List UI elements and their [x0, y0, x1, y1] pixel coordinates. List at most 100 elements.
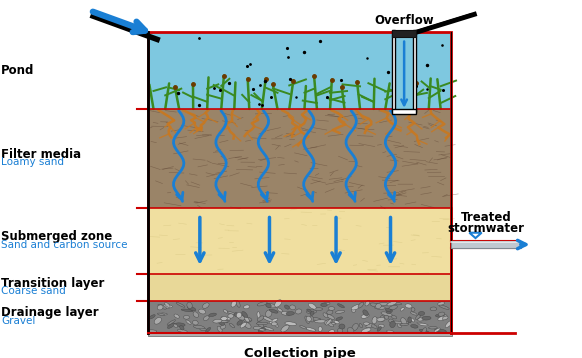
Ellipse shape: [377, 318, 385, 321]
Ellipse shape: [256, 322, 268, 325]
Ellipse shape: [398, 324, 402, 328]
Ellipse shape: [305, 316, 309, 324]
Text: Pond: Pond: [1, 64, 34, 77]
Ellipse shape: [165, 303, 170, 308]
Ellipse shape: [198, 309, 205, 314]
Ellipse shape: [240, 323, 246, 328]
Ellipse shape: [229, 323, 235, 328]
Text: Transition layer: Transition layer: [1, 277, 105, 290]
Bar: [392, 30, 416, 37]
Ellipse shape: [307, 310, 317, 314]
Ellipse shape: [402, 321, 409, 324]
Ellipse shape: [265, 310, 272, 317]
Ellipse shape: [328, 307, 335, 310]
Bar: [413, 30, 416, 112]
Ellipse shape: [227, 311, 235, 314]
Ellipse shape: [385, 308, 391, 311]
Ellipse shape: [285, 322, 297, 325]
Ellipse shape: [328, 323, 333, 327]
Ellipse shape: [236, 313, 242, 318]
Ellipse shape: [237, 315, 245, 320]
Ellipse shape: [411, 318, 414, 322]
Ellipse shape: [326, 319, 332, 325]
Ellipse shape: [372, 318, 380, 321]
Ellipse shape: [167, 320, 175, 325]
Ellipse shape: [275, 300, 282, 307]
Ellipse shape: [361, 328, 371, 333]
Ellipse shape: [157, 305, 163, 310]
Ellipse shape: [390, 321, 395, 328]
Ellipse shape: [187, 302, 192, 309]
Ellipse shape: [158, 313, 165, 315]
Ellipse shape: [186, 320, 191, 324]
Bar: [392, 30, 395, 112]
Ellipse shape: [361, 314, 370, 318]
Ellipse shape: [371, 325, 377, 328]
Ellipse shape: [234, 313, 239, 317]
Ellipse shape: [318, 326, 322, 332]
Ellipse shape: [400, 308, 404, 311]
Ellipse shape: [262, 316, 272, 321]
Ellipse shape: [203, 303, 209, 308]
Ellipse shape: [273, 321, 278, 327]
Ellipse shape: [393, 303, 402, 305]
Bar: [395, 37, 413, 109]
Ellipse shape: [271, 322, 277, 326]
Ellipse shape: [258, 321, 264, 328]
Bar: [148, 301, 451, 333]
Ellipse shape: [378, 324, 384, 328]
Ellipse shape: [430, 307, 436, 311]
Ellipse shape: [213, 319, 222, 323]
Text: stormwater: stormwater: [448, 222, 524, 235]
Ellipse shape: [327, 310, 333, 314]
Text: Gravel: Gravel: [1, 316, 36, 326]
Ellipse shape: [329, 330, 335, 333]
Ellipse shape: [375, 304, 381, 309]
Bar: [451, 241, 521, 248]
Ellipse shape: [236, 301, 240, 307]
Ellipse shape: [339, 324, 345, 329]
Text: Filter media: Filter media: [1, 148, 81, 161]
Ellipse shape: [175, 323, 185, 326]
Ellipse shape: [269, 318, 278, 323]
Bar: [148, 274, 451, 301]
Ellipse shape: [244, 316, 249, 322]
Ellipse shape: [384, 315, 389, 319]
Ellipse shape: [359, 324, 363, 328]
Ellipse shape: [411, 308, 415, 311]
Ellipse shape: [408, 317, 411, 323]
Ellipse shape: [363, 310, 368, 316]
Ellipse shape: [352, 323, 359, 331]
Ellipse shape: [418, 311, 425, 315]
Ellipse shape: [290, 305, 296, 310]
Ellipse shape: [365, 300, 370, 306]
Ellipse shape: [174, 314, 179, 318]
Ellipse shape: [286, 312, 294, 315]
Ellipse shape: [265, 304, 277, 308]
Ellipse shape: [221, 316, 228, 320]
Ellipse shape: [187, 306, 196, 311]
Ellipse shape: [243, 319, 251, 322]
Ellipse shape: [381, 312, 392, 316]
Bar: [392, 110, 416, 114]
Ellipse shape: [410, 312, 417, 315]
Ellipse shape: [306, 316, 311, 321]
Ellipse shape: [370, 303, 379, 307]
Ellipse shape: [161, 313, 167, 315]
Text: Loamy sand: Loamy sand: [1, 157, 64, 167]
Ellipse shape: [386, 309, 392, 314]
Ellipse shape: [258, 328, 267, 331]
Ellipse shape: [310, 311, 314, 315]
Ellipse shape: [418, 317, 425, 321]
Ellipse shape: [168, 323, 175, 328]
Ellipse shape: [435, 314, 444, 317]
Text: Coarse sand: Coarse sand: [1, 286, 66, 296]
Ellipse shape: [438, 302, 445, 305]
Ellipse shape: [338, 328, 343, 333]
Ellipse shape: [324, 319, 332, 324]
Ellipse shape: [405, 304, 412, 308]
Ellipse shape: [258, 327, 267, 332]
Ellipse shape: [308, 303, 316, 309]
Ellipse shape: [328, 323, 336, 325]
Ellipse shape: [257, 311, 260, 318]
